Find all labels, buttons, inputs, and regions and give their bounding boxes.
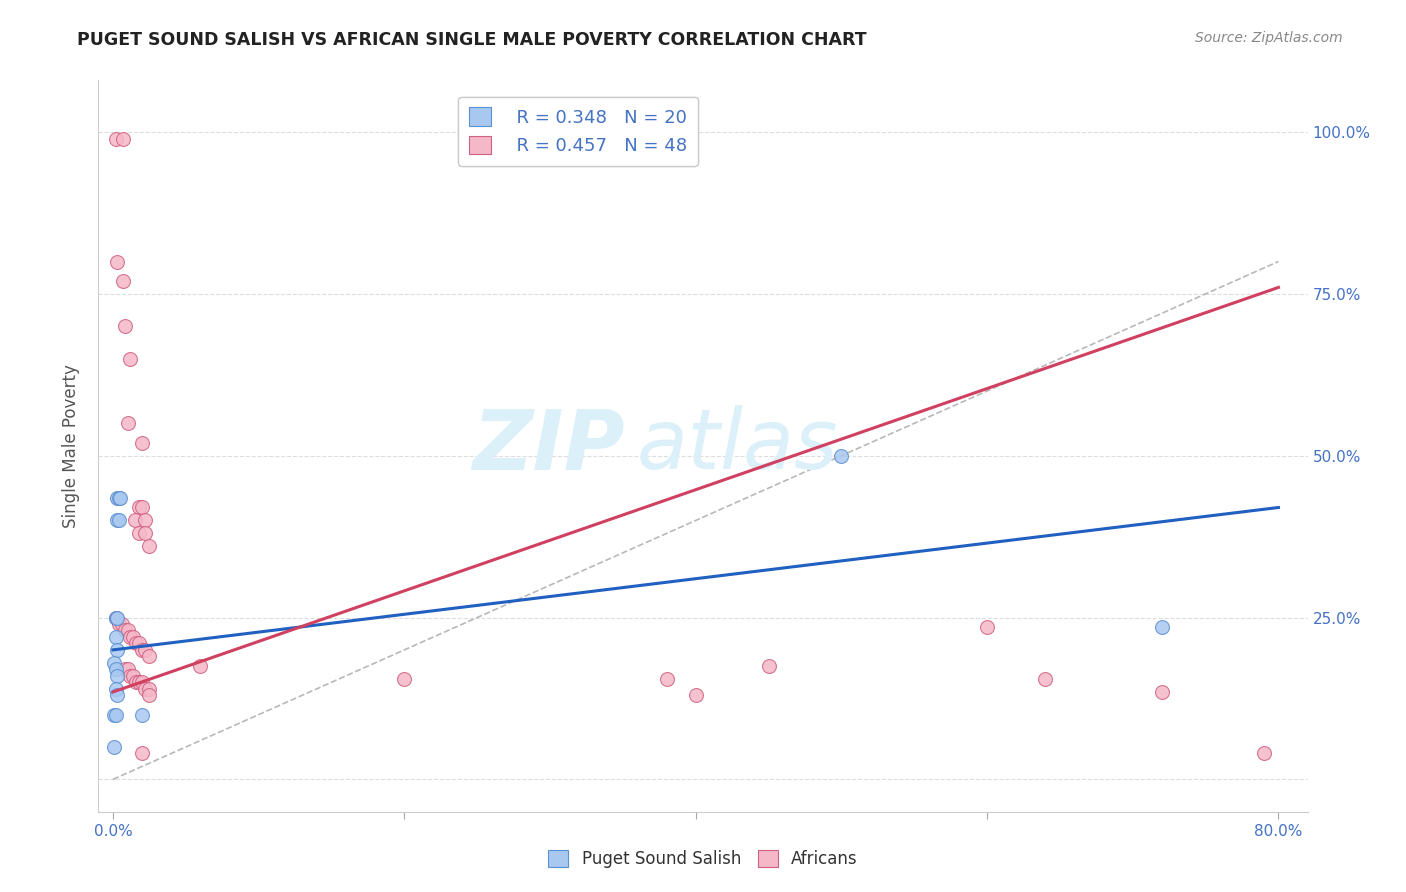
Point (104, 707, 127, 722)
Point (830, 449, 852, 463)
Point (112, 131, 135, 145)
Point (120, 630, 142, 644)
Point (117, 662, 139, 676)
Point (131, 500, 153, 515)
Point (128, 675, 150, 690)
Point (120, 351, 142, 366)
Point (131, 435, 153, 450)
Point (105, 643, 128, 657)
Point (134, 643, 156, 657)
Point (125, 636, 148, 650)
Point (108, 617, 131, 632)
Point (105, 669, 128, 683)
Point (117, 624, 139, 638)
Point (105, 688, 128, 702)
Point (134, 513, 156, 527)
Point (122, 630, 145, 644)
Point (124, 513, 146, 527)
Point (1150, 685, 1173, 699)
Point (685, 688, 707, 702)
Point (104, 610, 127, 624)
Point (134, 681, 156, 696)
Point (104, 610, 127, 624)
Point (104, 662, 127, 676)
Point (108, 513, 131, 527)
Text: PUGET SOUND SALISH VS AFRICAN SINGLE MALE POVERTY CORRELATION CHART: PUGET SOUND SALISH VS AFRICAN SINGLE MAL… (77, 31, 868, 49)
Legend: Puget Sound Salish, Africans: Puget Sound Salish, Africans (541, 843, 865, 875)
Point (1253, 747, 1275, 761)
Point (117, 417, 139, 431)
Point (110, 491, 132, 505)
Point (114, 662, 136, 676)
Point (394, 672, 416, 686)
Point (128, 636, 150, 650)
Legend:   R = 0.348   N = 20,   R = 0.457   N = 48: R = 0.348 N = 20, R = 0.457 N = 48 (458, 96, 697, 166)
Point (104, 131, 127, 145)
Point (138, 539, 160, 553)
Point (128, 500, 150, 515)
Point (131, 747, 153, 761)
Point (598, 131, 620, 145)
Point (1033, 672, 1056, 686)
Y-axis label: Single Male Poverty: Single Male Poverty (62, 364, 80, 528)
Point (111, 617, 134, 632)
Point (103, 707, 125, 722)
Point (114, 624, 136, 638)
Text: Source: ZipAtlas.com: Source: ZipAtlas.com (1195, 31, 1343, 45)
Point (128, 526, 150, 541)
Point (103, 656, 125, 670)
Point (138, 649, 160, 664)
Point (190, 659, 212, 673)
Point (105, 513, 128, 527)
Point (976, 620, 998, 634)
Point (122, 669, 145, 683)
Point (138, 681, 160, 696)
Point (131, 675, 153, 690)
Point (103, 739, 125, 754)
Point (104, 681, 127, 696)
Point (105, 491, 128, 505)
Point (134, 526, 156, 541)
Point (105, 254, 128, 268)
Point (104, 630, 127, 644)
Point (120, 669, 142, 683)
Point (114, 319, 136, 334)
Point (1150, 620, 1173, 634)
Point (108, 491, 131, 505)
Point (131, 643, 153, 657)
Point (131, 707, 153, 722)
Point (655, 672, 678, 686)
Text: ZIP: ZIP (472, 406, 624, 486)
Point (125, 675, 148, 690)
Point (105, 610, 128, 624)
Point (758, 659, 780, 673)
Point (112, 274, 135, 288)
Text: atlas: atlas (637, 406, 838, 486)
Point (138, 688, 160, 702)
